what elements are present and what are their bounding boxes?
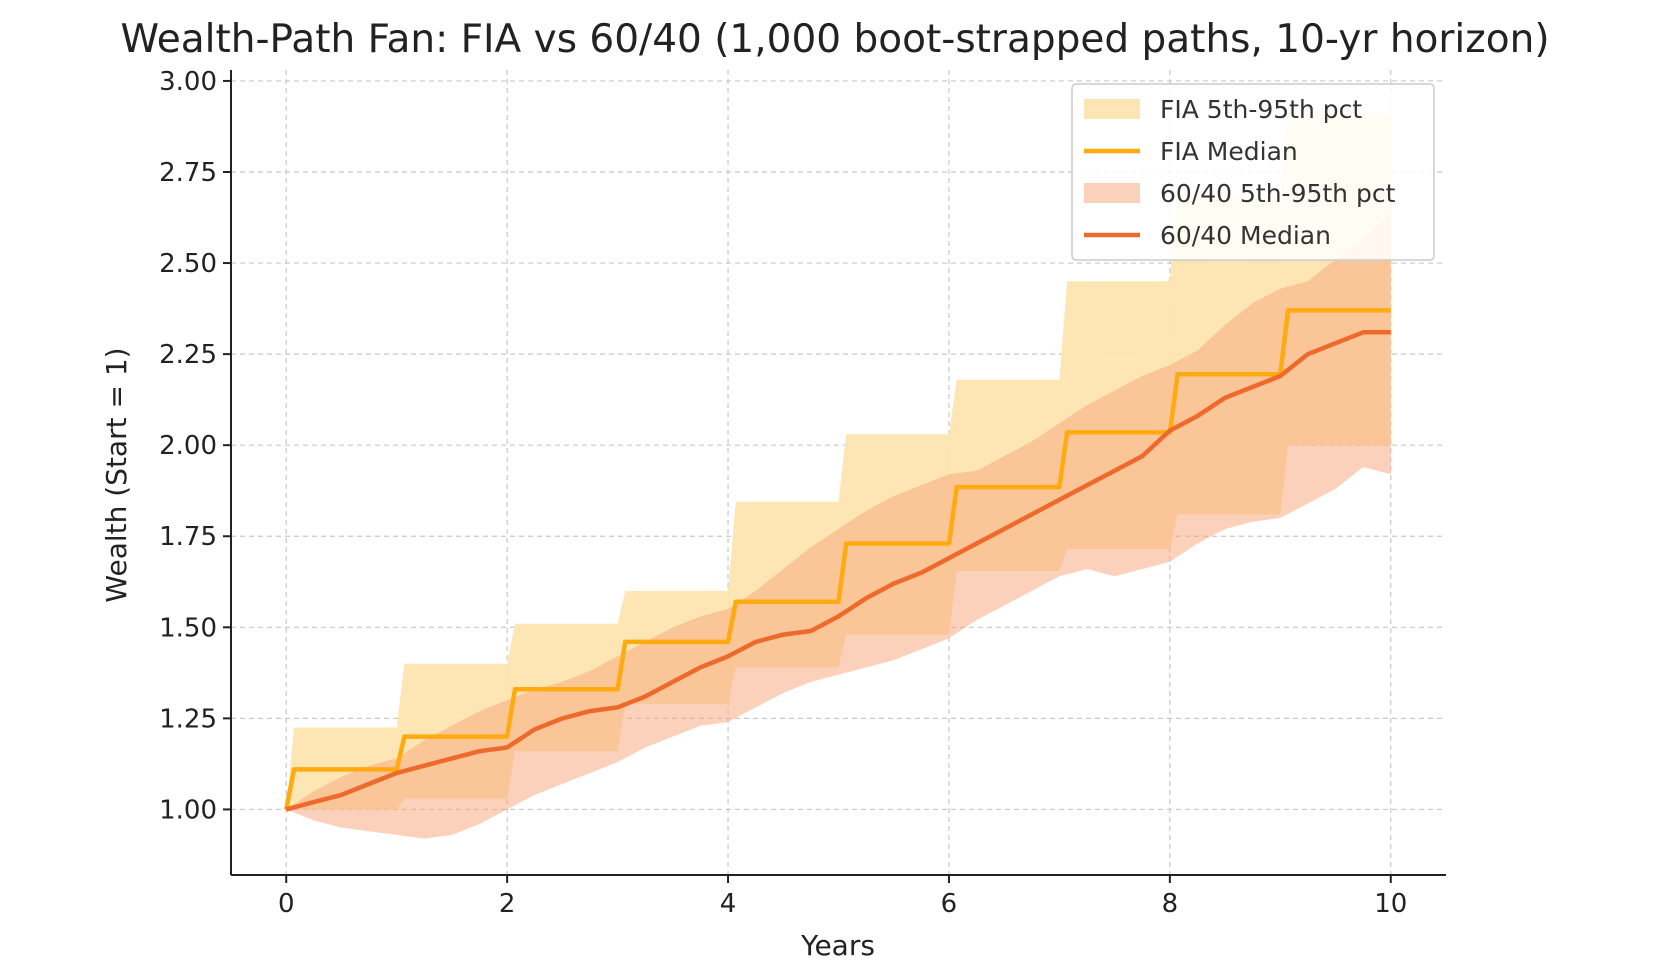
x-tick-label: 4 <box>720 889 737 919</box>
legend-label: 60/40 5th-95th pct <box>1160 179 1396 208</box>
series-layer <box>283 113 1391 839</box>
axes <box>223 70 1446 883</box>
y-tick-label: 1.00 <box>159 795 217 825</box>
chart-title: Wealth-Path Fan: FIA vs 60/40 (1,000 boo… <box>120 17 1549 62</box>
y-tick-label: 1.25 <box>159 704 217 734</box>
y-tick-label: 2.50 <box>159 249 217 279</box>
y-tick-label: 1.50 <box>159 613 217 643</box>
tick-labels: 0 2 4 6 8 10 1.00 1.25 1.50 1.75 2.00 2.25 2.50 2.75 3… <box>159 67 1407 919</box>
x-axis-label: Years <box>800 929 875 962</box>
balanced-median-line <box>285 330 1391 812</box>
y-axis-label: Wealth (Start = 1) <box>100 347 133 602</box>
legend-label: 60/40 Median <box>1160 221 1331 250</box>
x-tick-label: 2 <box>499 889 516 919</box>
legend-label: FIA 5th-95th pct <box>1160 95 1362 124</box>
legend-frame <box>1071 83 1435 261</box>
y-tick-label: 3.00 <box>159 67 217 97</box>
y-tick-label: 2.00 <box>159 431 217 461</box>
y-tick-label: 2.75 <box>159 158 217 188</box>
balanced-percentile-band <box>286 212 1391 839</box>
fia-median-line <box>283 308 1391 810</box>
x-tick-label: 8 <box>1162 889 1179 919</box>
x-tick-label: 0 <box>278 889 295 919</box>
x-tick-label: 6 <box>941 889 958 919</box>
legend-swatch <box>1084 183 1140 203</box>
legend-swatch <box>1084 99 1140 119</box>
chart-legend: FIA 5th-95th pct FIA Median 60/40 5th-95th… <box>1071 83 1435 261</box>
y-tick-label: 1.75 <box>159 522 217 552</box>
y-tick-label: 2.25 <box>159 340 217 370</box>
fia-percentile-band <box>286 113 1391 810</box>
x-tick-label: 10 <box>1374 889 1407 919</box>
legend-label: FIA Median <box>1160 137 1298 166</box>
